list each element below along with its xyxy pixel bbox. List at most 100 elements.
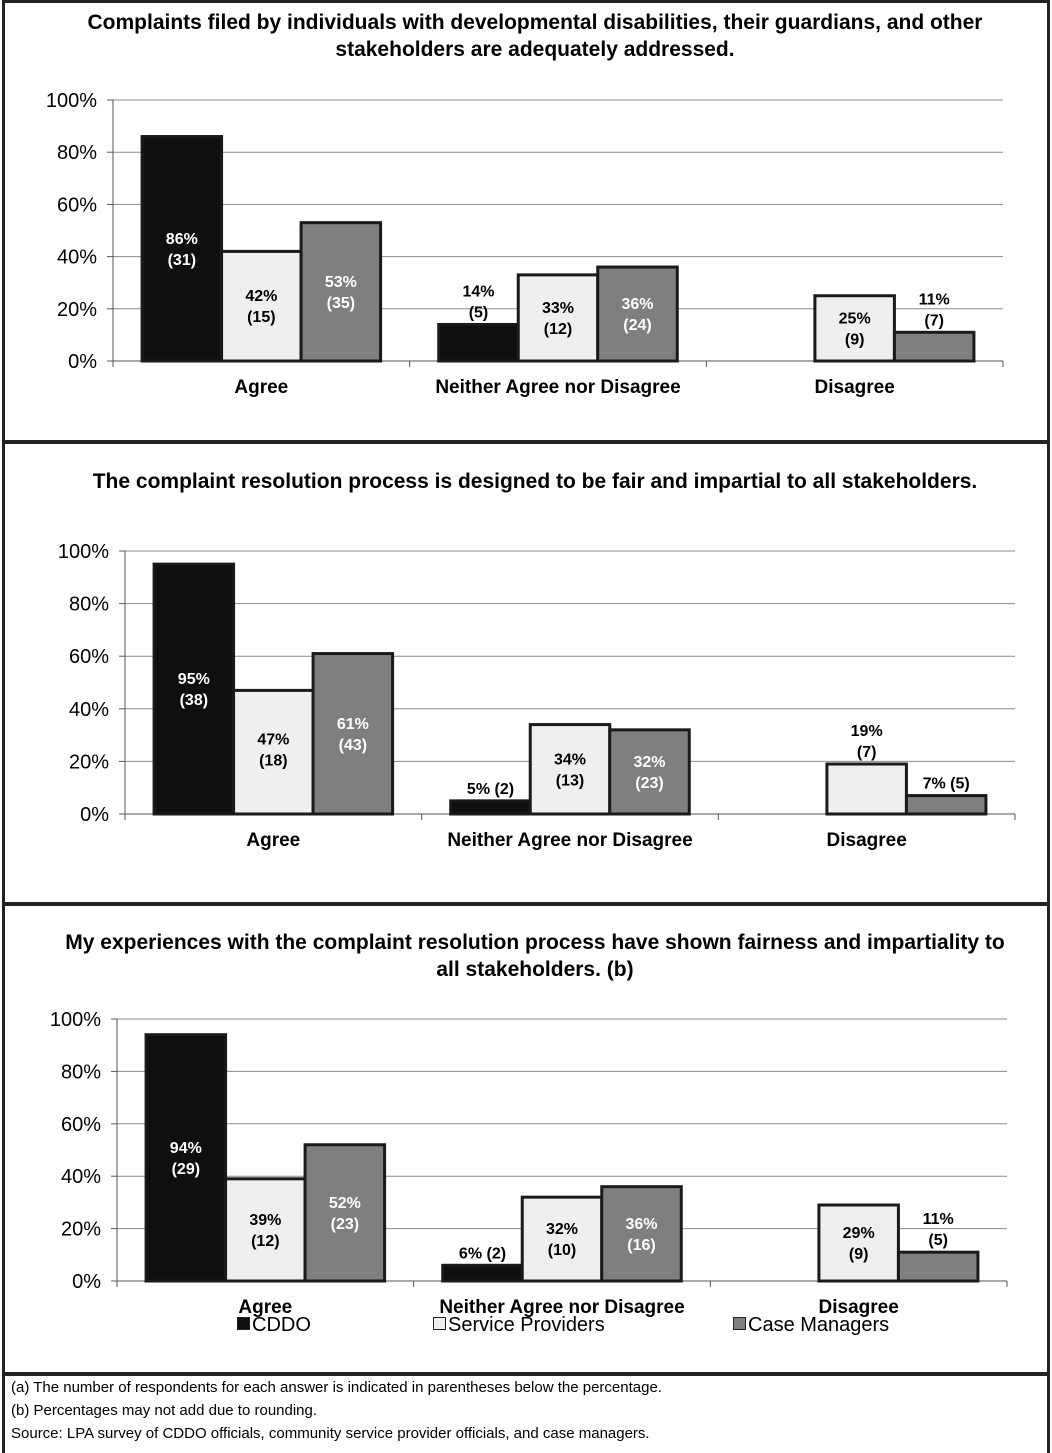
bar-case-managers-neither-agree-nor-disagree (600, 1185, 683, 1283)
data-label: 5% (2) (467, 781, 514, 798)
y-tick-label: 20% (69, 751, 109, 773)
data-label: (12) (251, 1233, 279, 1250)
bar-service-providers-neither-agree-nor-disagree (516, 273, 600, 363)
y-tick-label: 40% (69, 699, 109, 721)
category-label-agree: Agree (234, 377, 288, 398)
data-label: 36% (621, 296, 653, 313)
y-tick-label: 100% (58, 541, 109, 563)
category-label-disagree: Disagree (815, 377, 895, 398)
bar-service-providers-neither-agree-nor-disagree (528, 723, 612, 816)
legend-item-case-managers: Case Managers (733, 1314, 889, 1337)
data-label: 29% (843, 1225, 875, 1242)
category-label-disagree: Disagree (819, 1297, 899, 1318)
data-label: (29) (172, 1161, 200, 1178)
bar-case-managers-disagree (896, 1250, 980, 1283)
chart-1: 0% 20% 40% 60% 80% 100% Agree 86% (31) 42% (15) 53%… (46, 90, 1004, 398)
panel-divider (5, 902, 1047, 906)
category-label-agree: Agree (238, 1297, 292, 1318)
y-tick-label: 20% (61, 1219, 101, 1241)
category-label-neither-agree-nor-disagree: Neither Agree nor Disagree (439, 1297, 684, 1318)
chart-panel-2: The complaint resolution process is desi… (5, 444, 1047, 902)
data-label: 7% (5) (923, 776, 970, 793)
y-tick-label: 80% (61, 1061, 101, 1083)
data-label: 14% (462, 283, 494, 300)
data-label: (18) (259, 752, 287, 769)
data-label: (5) (469, 304, 489, 321)
legend-label: Case Managers (748, 1314, 890, 1336)
legend-swatch-cddo (237, 1317, 250, 1330)
data-label: (43) (339, 737, 367, 754)
bar-case-managers-agree (299, 221, 383, 363)
y-tick-label: 60% (61, 1114, 101, 1136)
chart-title-2: The complaint resolution process is desi… (92, 470, 978, 493)
data-label: (35) (327, 295, 355, 312)
bar-case-managers-neither-agree-nor-disagree (608, 728, 691, 816)
bar-service-providers-neither-agree-nor-disagree (520, 1195, 604, 1283)
data-label: (7) (924, 312, 944, 329)
category-label-neither-agree-nor-disagree: Neither Agree nor Disagree (447, 830, 692, 851)
legend-label: Service Providers (448, 1314, 605, 1336)
source-note: Source: LPA survey of CDDO officials, co… (11, 1425, 650, 1442)
data-label: 47% (257, 731, 289, 748)
y-tick-label: 100% (50, 1009, 101, 1031)
chart-panel-3: My experiences with the complaint resolu… (5, 906, 1047, 1373)
legend-item-cddo: CDDO (237, 1314, 311, 1337)
bar-case-managers-neither-agree-nor-disagree (596, 265, 679, 363)
bar-cddo-neither-agree-nor-disagree (437, 322, 520, 363)
y-tick-label: 0% (68, 351, 97, 373)
data-label: (15) (247, 309, 275, 326)
data-label: (9) (845, 331, 865, 348)
y-tick-label: 60% (57, 194, 97, 216)
data-label: (24) (623, 317, 651, 334)
legend-swatch-case-managers (733, 1317, 746, 1330)
chart-2: 0% 20% 40% 60% 80% 100% Agree 95% (38) 47% (18) 61%… (58, 541, 1016, 851)
bar-case-managers-agree (303, 1143, 387, 1283)
bar-cddo-agree (144, 1033, 228, 1283)
data-label: (12) (544, 321, 572, 338)
chart-3: 0% 20% 40% 60% 80% 100% Agree 94% (29) 39% (12) 52%… (50, 1009, 1008, 1318)
data-label: 6% (2) (459, 1245, 506, 1262)
data-label: 86% (166, 231, 198, 248)
data-label: 53% (325, 274, 357, 291)
y-tick-label: 80% (57, 142, 97, 164)
data-label: 32% (633, 754, 665, 771)
legend-item-service-providers: Service Providers (433, 1314, 605, 1337)
data-label: 94% (170, 1140, 202, 1157)
bar-service-providers-disagree (813, 294, 896, 363)
data-label: 61% (337, 716, 369, 733)
bar-service-providers-agree (224, 1177, 307, 1283)
data-label: 36% (625, 1216, 657, 1233)
data-label: (31) (168, 252, 196, 269)
data-label: 19% (851, 723, 883, 740)
category-label-neither-agree-nor-disagree: Neither Agree nor Disagree (435, 377, 680, 398)
data-label: 52% (329, 1195, 361, 1212)
bar-cddo-agree (140, 135, 224, 363)
data-label: (16) (627, 1237, 655, 1254)
chart-panel-1: Complaints filed by individuals with dev… (5, 3, 1047, 443)
data-label: (23) (635, 775, 663, 792)
figure-notes: (a) The number of respondents for each a… (5, 1376, 1047, 1445)
data-label: (10) (548, 1242, 576, 1259)
chart-title-1: Complaints filed by individuals with dev… (87, 11, 983, 61)
category-label-disagree: Disagree (827, 830, 907, 851)
data-label: 39% (249, 1212, 281, 1229)
y-tick-label: 100% (46, 90, 97, 112)
data-label: 11% (919, 291, 950, 308)
bar-cddo-neither-agree-nor-disagree (441, 1263, 524, 1283)
panel-divider (5, 1372, 1047, 1376)
data-label: 25% (839, 310, 871, 327)
data-label: (9) (849, 1246, 869, 1263)
y-tick-label: 20% (57, 299, 97, 321)
data-label: 34% (554, 751, 586, 768)
bar-service-providers-disagree (825, 762, 908, 816)
y-tick-label: 60% (69, 646, 109, 668)
y-tick-label: 80% (69, 594, 109, 616)
panel-divider (5, 440, 1047, 444)
category-label-agree: Agree (246, 830, 300, 851)
bar-cddo-agree (152, 562, 236, 816)
data-label: (23) (331, 1216, 359, 1233)
data-label: (5) (928, 1232, 948, 1249)
data-label: (13) (556, 772, 584, 789)
data-label: (38) (180, 692, 208, 709)
